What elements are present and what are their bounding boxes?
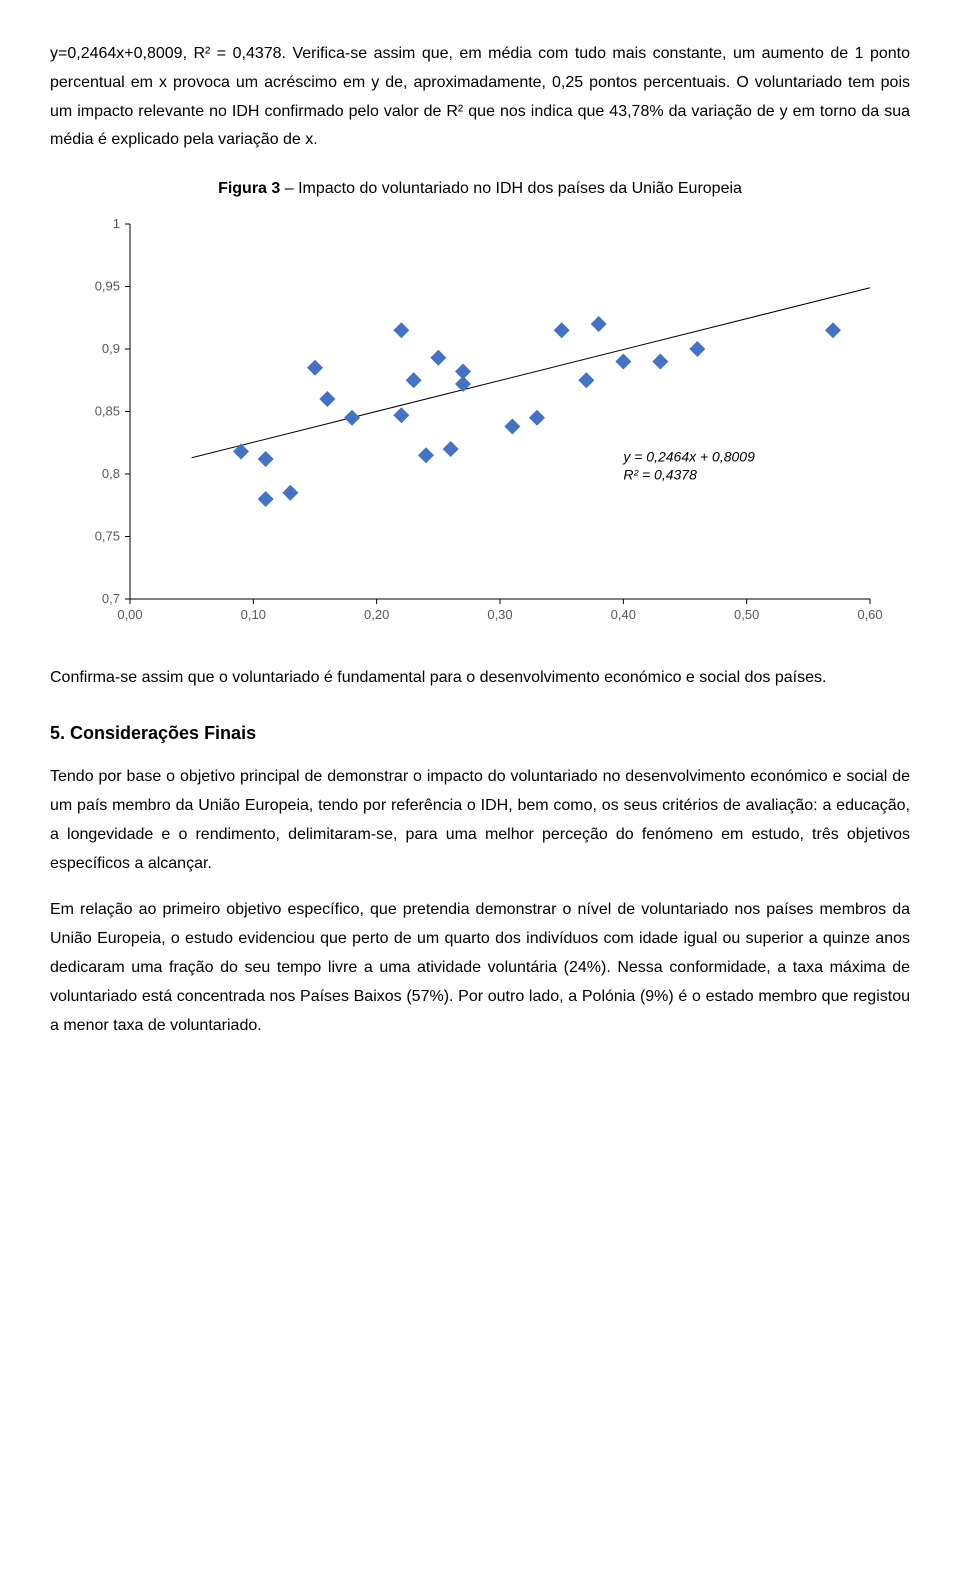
data-point bbox=[258, 491, 274, 507]
data-point bbox=[689, 341, 705, 357]
x-tick-label: 0,40 bbox=[611, 607, 636, 622]
section-heading: 5. Considerações Finais bbox=[50, 717, 910, 749]
data-point bbox=[233, 443, 249, 459]
data-point bbox=[307, 360, 323, 376]
data-point bbox=[554, 322, 570, 338]
data-point bbox=[258, 451, 274, 467]
data-point bbox=[529, 410, 545, 426]
y-tick-label: 0,7 bbox=[102, 591, 120, 606]
figure-title: – Impacto do voluntariado no IDH dos paí… bbox=[280, 180, 742, 197]
y-tick-label: 0,8 bbox=[102, 466, 120, 481]
paragraph-obj1: Em relação ao primeiro objetivo específi… bbox=[50, 896, 910, 1040]
scatter-chart: 0,7 0,75 0,8 0,85 0,9 0,95 1 0,00 0,10 0,20 0,30 0,… bbox=[70, 214, 890, 634]
figure-caption: Figura 3 – Impacto do voluntariado no ID… bbox=[50, 175, 910, 204]
data-point bbox=[393, 322, 409, 338]
data-point bbox=[591, 316, 607, 332]
paragraph-intro: y=0,2464x+0,8009, R² = 0,4378. Verifica-… bbox=[50, 40, 910, 155]
x-tick-label: 0,30 bbox=[487, 607, 512, 622]
chart-svg: 0,7 0,75 0,8 0,85 0,9 0,95 1 0,00 0,10 0,20 0,30 0,… bbox=[70, 214, 890, 634]
figure-number: Figura 3 bbox=[218, 180, 280, 197]
data-point bbox=[344, 410, 360, 426]
paragraph-confirm: Confirma-se assim que o voluntariado é f… bbox=[50, 664, 910, 693]
data-point bbox=[825, 322, 841, 338]
trend-line bbox=[192, 288, 870, 458]
y-tick-label: 0,95 bbox=[95, 278, 120, 293]
x-tick-label: 0,00 bbox=[117, 607, 142, 622]
equation-line2: R² = 0,4378 bbox=[623, 466, 697, 482]
data-point bbox=[282, 485, 298, 501]
data-point bbox=[319, 391, 335, 407]
x-tick-label: 0,20 bbox=[364, 607, 389, 622]
data-point bbox=[578, 372, 594, 388]
equation-line1: y = 0,2464x + 0,8009 bbox=[622, 448, 755, 464]
x-tick-label: 0,50 bbox=[734, 607, 759, 622]
data-point bbox=[504, 418, 520, 434]
y-tick-label: 1 bbox=[113, 216, 120, 231]
data-point bbox=[393, 407, 409, 423]
data-point bbox=[455, 376, 471, 392]
data-point bbox=[430, 350, 446, 366]
data-point bbox=[652, 353, 668, 369]
data-point bbox=[443, 441, 459, 457]
x-tick-label: 0,60 bbox=[857, 607, 882, 622]
y-tick-label: 0,75 bbox=[95, 528, 120, 543]
data-point bbox=[615, 353, 631, 369]
paragraph-base: Tendo por base o objetivo principal de d… bbox=[50, 763, 910, 878]
data-point bbox=[406, 372, 422, 388]
y-tick-label: 0,85 bbox=[95, 403, 120, 418]
data-point bbox=[418, 447, 434, 463]
y-tick-label: 0,9 bbox=[102, 341, 120, 356]
x-tick-label: 0,10 bbox=[241, 607, 266, 622]
